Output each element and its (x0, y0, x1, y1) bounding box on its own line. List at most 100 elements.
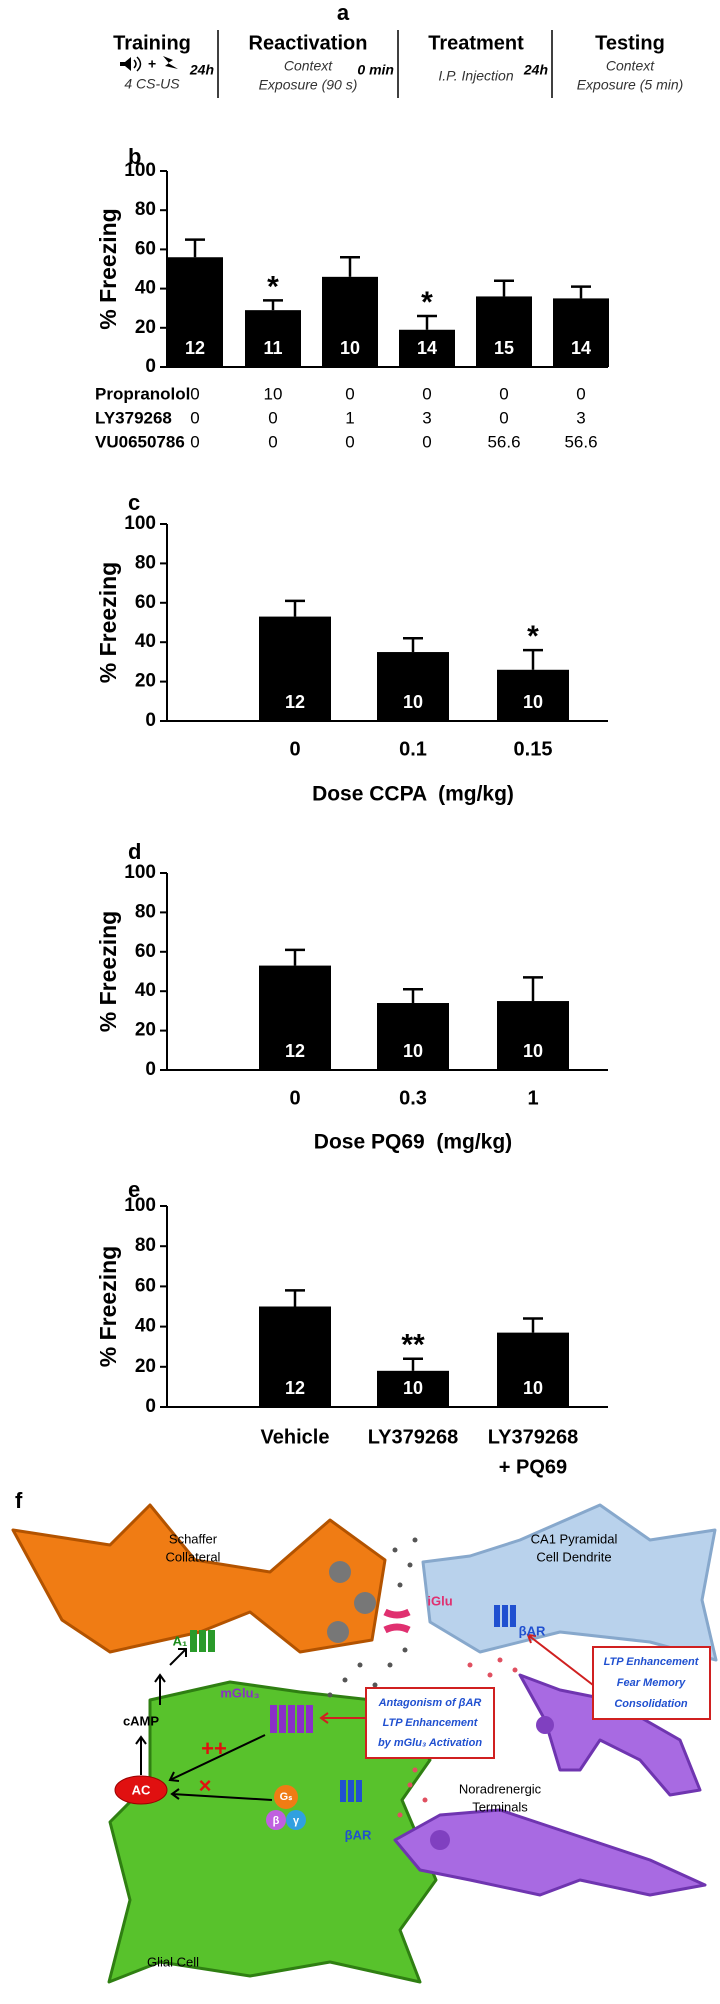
x-tick-label: Vehicle (261, 1426, 330, 1448)
noradrenergic-terminal (393, 1808, 707, 1897)
n-label: 10 (403, 1041, 423, 1061)
panel-label: b (128, 144, 141, 169)
error-bar (403, 637, 423, 653)
table-cell: 56.6 (564, 432, 597, 451)
callout-text: Fear Memory (617, 1677, 686, 1689)
panel-label: d (128, 839, 141, 864)
label: Schaffer (169, 1531, 218, 1546)
y-tick-label: 60 (135, 238, 156, 259)
n-label: 12 (285, 692, 305, 712)
y-tick-label: 20 (135, 317, 156, 338)
n-label: 10 (523, 1041, 543, 1061)
y-tick-label: 80 (135, 1235, 156, 1256)
callout-text: by mGlu₃ Activation (378, 1737, 482, 1749)
label: Noradrenergic (459, 1781, 542, 1796)
stage-title: Testing (595, 32, 665, 54)
table-cell: 0 (345, 384, 354, 403)
callout-text: Consolidation (614, 1698, 688, 1710)
bar (377, 1003, 449, 1070)
significance: * (527, 620, 539, 653)
n-label: 10 (523, 692, 543, 712)
table-cell: 3 (422, 408, 431, 427)
n-label: 12 (185, 338, 205, 358)
n-label: 10 (523, 1378, 543, 1398)
n-label: 12 (285, 1378, 305, 1398)
arrows (135, 1648, 273, 1801)
y-tick-label: 40 (135, 278, 156, 299)
label: β (273, 1815, 280, 1827)
label: cAMP (123, 1713, 159, 1728)
n-label: 14 (417, 338, 437, 358)
tone-shock-icon: + (120, 56, 178, 72)
y-tick-label: 40 (135, 1316, 156, 1337)
bar (377, 652, 449, 721)
table-cell: 0 (268, 432, 277, 451)
bar (259, 616, 331, 721)
dendrite (421, 1503, 718, 1662)
vesicles (327, 1561, 554, 1850)
significance: * (421, 286, 433, 319)
y-tick-label: 100 (124, 1195, 156, 1216)
x-tick-label: LY379268 (488, 1426, 578, 1448)
n-label: 12 (285, 1041, 305, 1061)
stage-description: 4 CS-US (124, 76, 180, 92)
error-bar (403, 1357, 423, 1371)
n-label: 10 (403, 1378, 423, 1398)
y-tick-label: 40 (135, 631, 156, 652)
stage-description: Exposure (90 s) (259, 77, 358, 93)
error-bar (340, 255, 360, 277)
table-cell: 0 (345, 432, 354, 451)
significance: ** (401, 1329, 425, 1362)
error-bar (285, 599, 305, 617)
y-tick-label: 20 (135, 671, 156, 692)
bar (497, 669, 569, 721)
y-tick-label: 60 (135, 1275, 156, 1296)
table-cell: 0 (499, 408, 508, 427)
table-cell: 0 (576, 384, 585, 403)
y-tick-label: 60 (135, 592, 156, 613)
table-cell: 0 (499, 384, 508, 403)
interval: 0 min (357, 62, 394, 78)
y-tick-label: 80 (135, 901, 156, 922)
label: γ (293, 1815, 300, 1827)
error-bar (263, 299, 283, 311)
table-row-name: LY379268 (95, 408, 172, 427)
y-axis-label: % Freezing (95, 1246, 121, 1367)
error-bar (523, 648, 543, 670)
error-bar (403, 987, 423, 1004)
stage-description: Context (284, 58, 333, 74)
table-row-name: VU0650786 (95, 432, 185, 451)
presynaptic-neuron (11, 1503, 387, 1654)
y-tick-label: 60 (135, 941, 156, 962)
label: Cell Dendrite (536, 1549, 611, 1564)
error-bar (285, 1289, 305, 1307)
panel-label: e (128, 1177, 140, 1202)
error-bar (523, 976, 543, 1002)
glial-cell (107, 1680, 438, 1984)
table-row-name: Propranolol (95, 384, 190, 403)
callout-text: LTP Enhancement (604, 1656, 700, 1668)
panel-label: c (128, 490, 140, 515)
y-tick-label: 0 (145, 356, 156, 377)
receptors (114, 1605, 516, 1830)
ac-enzyme (114, 1775, 168, 1805)
error-bar (494, 279, 514, 297)
error-bar (523, 1317, 543, 1333)
label: ++ (201, 1736, 227, 1761)
label: Collateral (166, 1549, 221, 1564)
panel-label: a (337, 0, 350, 25)
bar (377, 1370, 449, 1407)
callout-text: LTP Enhancement (383, 1717, 479, 1729)
x-tick-label: 0.15 (514, 738, 553, 760)
interval: 24h (523, 62, 548, 78)
label: A₁ (173, 1633, 188, 1648)
bar (167, 257, 223, 367)
label: iGlu (427, 1593, 452, 1608)
bar (259, 965, 331, 1070)
table-cell: 0 (190, 384, 199, 403)
y-tick-label: 0 (145, 1396, 156, 1417)
y-axis-label: % Freezing (95, 208, 121, 329)
label: AC (132, 1782, 151, 1797)
